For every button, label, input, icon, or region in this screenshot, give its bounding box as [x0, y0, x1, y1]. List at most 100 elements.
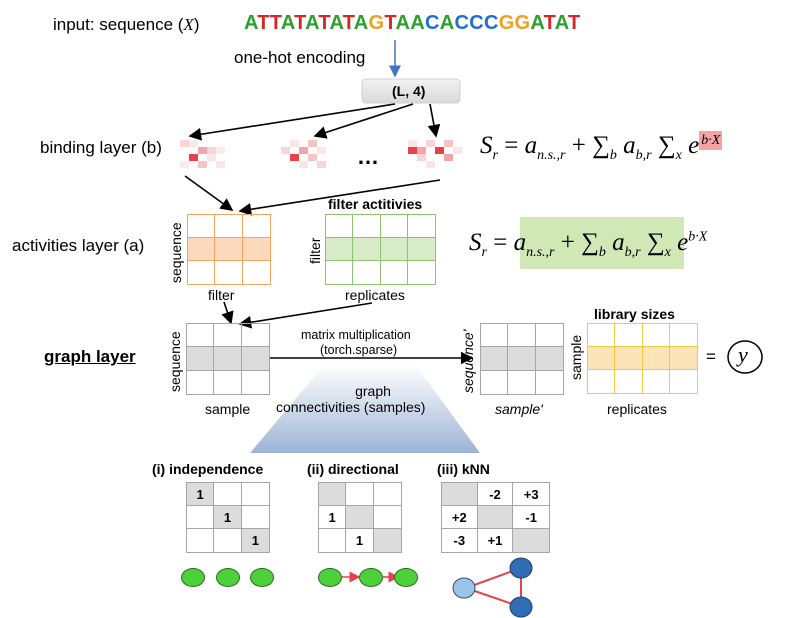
library-sizes-title: library sizes: [594, 306, 675, 322]
matrix-cell: [326, 238, 354, 261]
matrix-cell: [508, 324, 536, 348]
matrix-cell: [380, 238, 408, 261]
matmul-sublabel: (torch.sparse): [320, 343, 398, 357]
sequence-filter-matrix: [187, 214, 271, 285]
conn-matrix-knn: -2 +3 +2 -1 -3 +1: [441, 482, 550, 553]
connectivity-cell: [513, 529, 549, 552]
connectivity-cell: [214, 529, 242, 552]
matrix-cell: [588, 347, 616, 370]
matrix-cell: [215, 215, 243, 238]
matrix-cell: [353, 215, 381, 238]
axis-sequence-prime: sequence': [460, 329, 476, 393]
shape-label: (L, 4): [392, 83, 426, 99]
matrix-cell: [242, 215, 270, 238]
activities-layer-label: activities layer (a): [12, 236, 145, 255]
nucleotide: C: [424, 12, 440, 34]
matrix-cell: [670, 370, 697, 393]
nucleotide: T: [567, 12, 581, 34]
library-sizes-matrix: [587, 323, 698, 394]
matrix-cell: [214, 370, 242, 394]
connectivity-cell: [373, 483, 401, 506]
axis-sequence: sequence: [168, 222, 184, 283]
matrix-cell: [508, 370, 536, 394]
node-independent-3: [250, 568, 274, 587]
matrix-cell: [588, 370, 616, 393]
nucleotide: T: [257, 12, 270, 34]
equation-2: Sr = an.s.,r + ∑b ab,r ∑x eb·X: [469, 229, 708, 260]
motif-3: [408, 140, 462, 168]
node-independent-2: [216, 568, 240, 587]
sequence-sample-prime-matrix: [480, 323, 564, 395]
dna-sequence: ATTATATATAGTAACACCCGGATAT: [244, 13, 581, 33]
connectivity-cell: -3: [442, 529, 478, 552]
nucleotide: G: [368, 12, 385, 34]
conn-title-3: (iii) kNN: [437, 461, 490, 477]
nucleotide: T: [384, 12, 396, 34]
matrix-cell: [643, 370, 670, 393]
matrix-cell: [353, 261, 381, 284]
knn-graph: [452, 557, 533, 618]
matrix-cell: [481, 370, 509, 394]
nucleotide: A: [244, 12, 258, 34]
axis-filter-2: filter: [307, 237, 323, 264]
matrix-cell: [215, 238, 243, 261]
nucleotide: T: [543, 12, 555, 34]
matrix-cell: [615, 370, 643, 393]
motif-2: [281, 140, 326, 168]
equation-1: Sr = an.s.,r + ∑b ab,r ∑x e b·X: [480, 130, 723, 163]
conn-title-2: (ii) directional: [307, 461, 399, 477]
connectivity-cell: 1: [187, 483, 215, 506]
axis-replicates-lib: replicates: [607, 401, 667, 417]
matrix-cell: [535, 347, 563, 371]
input-label: input: sequence (X): [53, 15, 200, 34]
axis-filter: filter: [208, 287, 235, 303]
nucleotide: A: [353, 12, 369, 34]
output-y: y: [738, 342, 748, 367]
matrix-cell: [381, 261, 408, 284]
nucleotide: C: [454, 12, 470, 34]
nucleotide: A: [329, 12, 343, 34]
matrix-cell: [187, 347, 215, 371]
axis-sample: sample: [205, 401, 251, 417]
connectivity-cell: [477, 506, 514, 529]
matrix-cell: [536, 371, 563, 394]
ellipsis: …: [357, 144, 379, 169]
matrix-cell: [242, 238, 270, 261]
matrix-cell: [481, 347, 509, 371]
connectivity-cell: 1: [241, 529, 269, 552]
matrix-cell: [241, 347, 269, 371]
matrix-cell: [407, 215, 435, 238]
connectivity-cell: [214, 483, 242, 506]
graph-connectivities-line1: graph: [355, 383, 391, 399]
matrix-cell: [407, 238, 435, 261]
motif-1: [180, 140, 225, 168]
graph-connectivities-line2: connectivities (samples): [276, 399, 426, 415]
sequence-sample-matrix: [186, 323, 270, 395]
matrix-cell: [187, 370, 215, 394]
nucleotide: T: [294, 12, 306, 34]
connectivity-cell: [346, 483, 374, 506]
nucleotide: T: [269, 12, 281, 34]
connectivity-cell: 1: [319, 506, 347, 529]
encoding-label: one-hot encoding: [234, 48, 366, 67]
matrix-cell: [243, 261, 270, 284]
conn-title-1: (i) independence: [152, 461, 264, 477]
connectivity-cell: -2: [477, 483, 514, 506]
nucleotide: A: [530, 12, 544, 34]
connectivity-cell: 1: [346, 529, 374, 552]
matrix-cell: [326, 215, 354, 238]
matrix-cell: [408, 261, 435, 284]
nucleotide: G: [498, 12, 515, 34]
matrix-cell: [642, 324, 670, 347]
connectivity-cell: +3: [513, 483, 549, 506]
matmul-label: matrix multiplication: [301, 328, 411, 342]
node-directional-3: [394, 568, 418, 587]
output-circle: [727, 340, 763, 374]
connectivity-cell: +1: [478, 529, 514, 552]
connectivity-cell: [187, 506, 215, 529]
connectivity-cell: [346, 506, 374, 529]
